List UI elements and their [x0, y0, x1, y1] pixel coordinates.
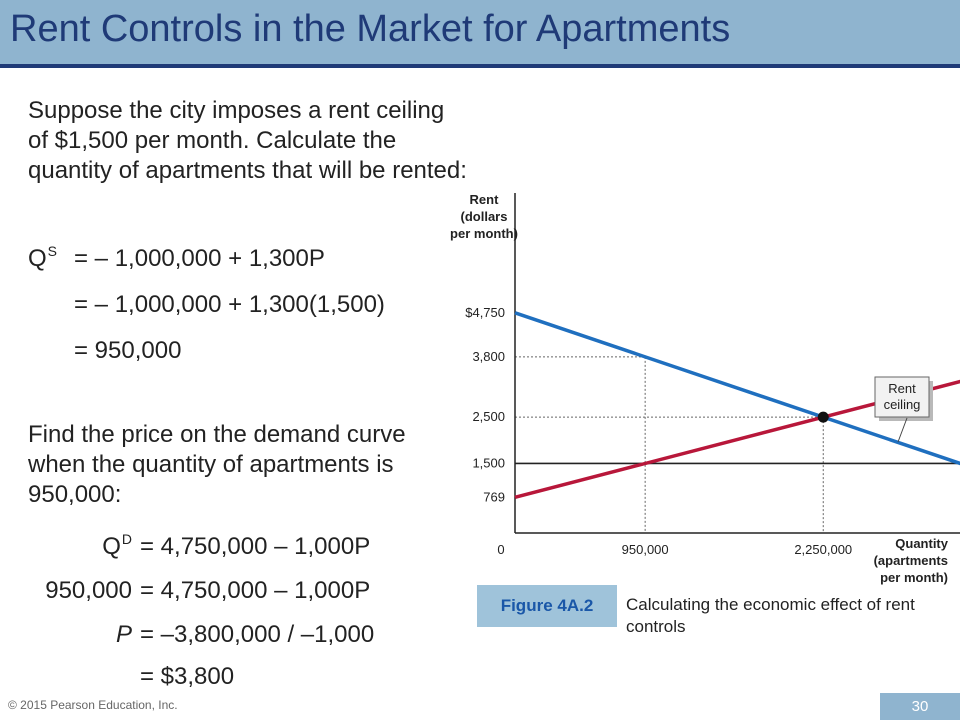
- y-tick-label: 769: [483, 489, 505, 504]
- equilibrium-point: [817, 411, 829, 423]
- eq2-line-4: = $3,800: [140, 663, 235, 690]
- eq2-line-3: = –3,800,000 / –1,000: [140, 621, 375, 648]
- y-tick-label: 2,500: [472, 409, 505, 424]
- slide-title: Rent Controls in the Market for Apartmen…: [10, 8, 731, 50]
- eq2-label-2: 950,000: [45, 577, 132, 604]
- series-line-supply: [514, 379, 960, 500]
- rent-ceiling-label: Rent: [888, 381, 916, 396]
- qd-symbol: QD: [28, 531, 132, 564]
- figure-label: Figure 4A.2: [477, 585, 617, 627]
- qs-letter: Q: [28, 245, 47, 272]
- y-tick-label: 3,800: [472, 349, 505, 364]
- y-axis-label: per month): [450, 226, 518, 241]
- supply-demand-chart: Rent (dollars per month) Quantity (apartment…: [450, 192, 960, 585]
- eq1-line-3: = 950,000: [74, 337, 182, 364]
- eq2-line-1: = 4,750,000 – 1,000P: [140, 533, 371, 560]
- rent-ceiling-callout: [874, 376, 930, 418]
- figure-caption: Calculating the economic effect of rent …: [626, 595, 915, 636]
- page-number: 30: [880, 693, 960, 720]
- y-tick-label: $4,750: [465, 305, 505, 320]
- y-tick-label: 1,500: [472, 455, 505, 470]
- qs-symbol: QS: [28, 243, 58, 276]
- qd-superscript: D: [121, 531, 132, 547]
- x-axis-label: Quantity: [895, 536, 948, 551]
- x-axis-label: (apartments: [874, 553, 948, 568]
- rent-ceiling-label: ceiling: [884, 397, 921, 412]
- title-divider: [0, 64, 960, 68]
- x-tick-label: 950,000: [622, 542, 669, 557]
- question-paragraph-2: Find the price on the demand curve when …: [28, 421, 406, 508]
- x-tick-label: 0: [497, 542, 504, 557]
- qd-letter: Q: [102, 533, 121, 560]
- eq1-line-2: = – 1,000,000 + 1,300(1,500): [74, 291, 385, 318]
- x-tick-label: 2,250,000: [794, 542, 852, 557]
- rent-ceiling-pointer: [897, 417, 908, 443]
- eq1-line-1: = – 1,000,000 + 1,300P: [74, 245, 325, 272]
- y-axis-label: Rent: [470, 192, 500, 207]
- question-paragraph-1: Suppose the city imposes a rent ceiling …: [28, 97, 467, 184]
- y-axis-label: (dollars: [461, 209, 508, 224]
- copyright: © 2015 Pearson Education, Inc.: [8, 698, 178, 712]
- eq2-label-3: P: [115, 621, 132, 648]
- title-bar: Rent Controls in the Market for Apartmen…: [0, 0, 960, 64]
- qs-superscript: S: [47, 243, 58, 259]
- series-line-demand: [514, 311, 960, 466]
- eq2-line-2: = 4,750,000 – 1,000P: [140, 577, 371, 604]
- x-axis-label: per month): [880, 570, 948, 585]
